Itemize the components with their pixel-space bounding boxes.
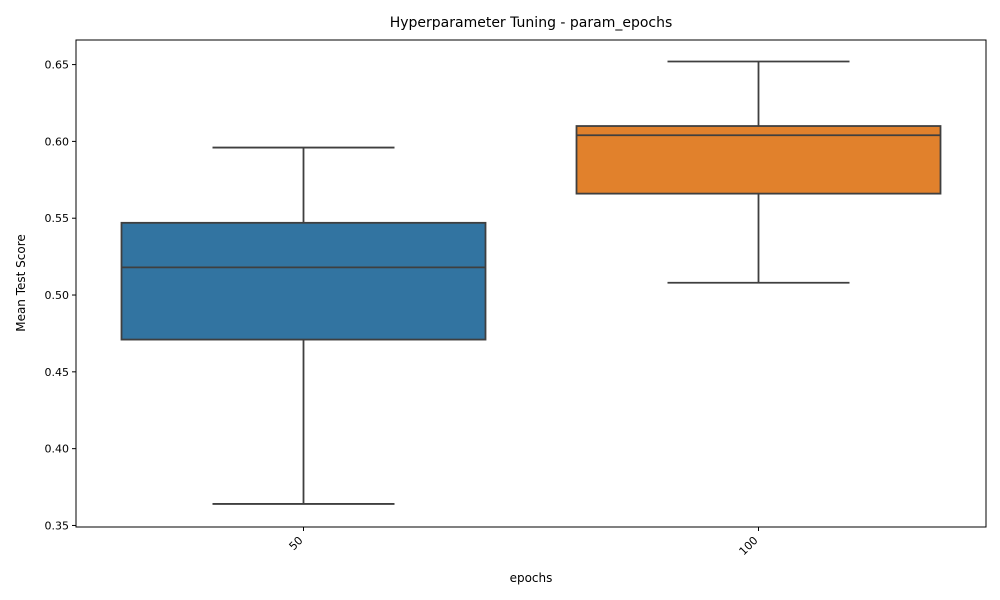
y-tick-label: 0.35	[45, 519, 70, 532]
iqr-box	[120, 221, 487, 341]
y-tick-label: 0.60	[45, 135, 70, 148]
plot-area	[120, 60, 942, 505]
axes-frame	[75, 39, 987, 528]
chart-title: Hyperparameter Tuning - param_epochs	[390, 15, 673, 31]
iqr-box	[575, 125, 942, 195]
y-axis: 0.35 0.40 0.45 0.50 0.55 0.60 0.65	[45, 59, 76, 532]
box-group-50	[120, 146, 487, 505]
y-tick-label: 0.40	[45, 443, 70, 456]
y-tick-label: 0.55	[45, 212, 70, 225]
y-tick-label: 0.50	[45, 289, 70, 302]
box-group-100	[575, 60, 942, 284]
y-tick-label: 0.45	[45, 366, 70, 379]
y-tick-label: 0.65	[45, 59, 70, 72]
x-axis-label: epochs	[510, 571, 553, 585]
y-axis-label: Mean Test Score	[14, 234, 28, 332]
